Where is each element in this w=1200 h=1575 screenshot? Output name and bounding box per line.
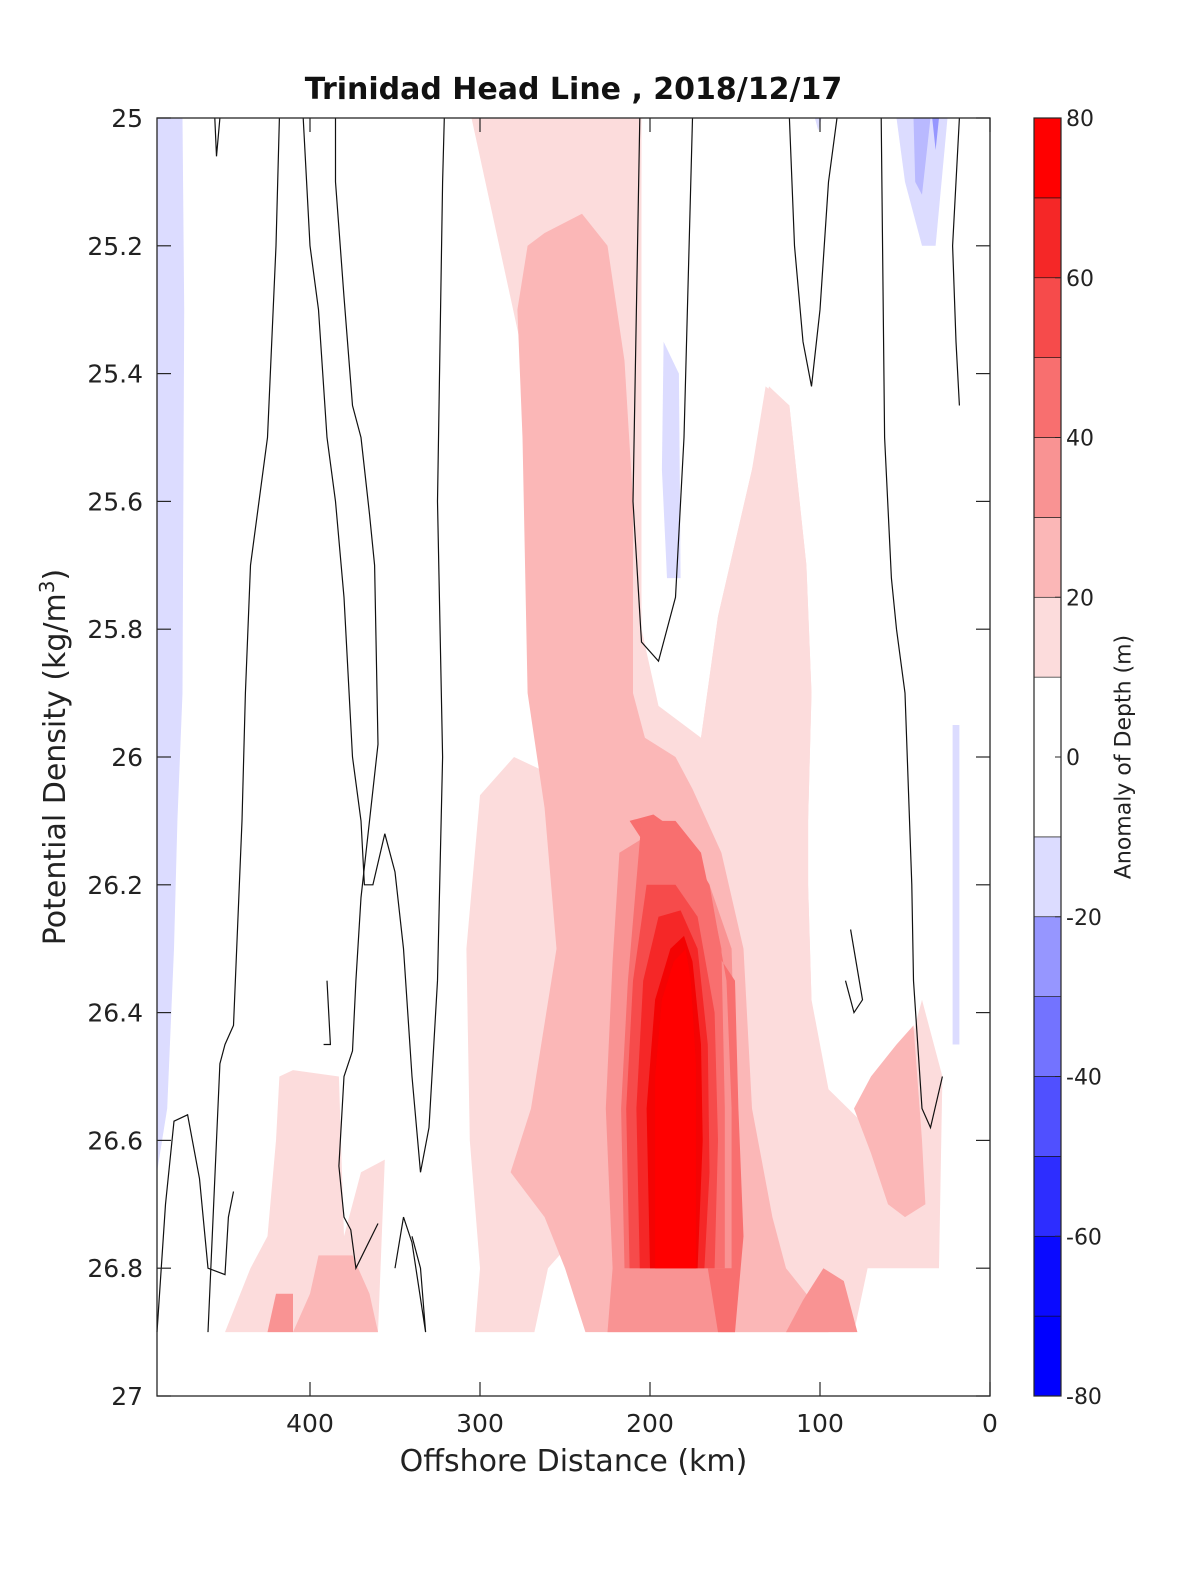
colorbar-tick-label: -20 (1066, 906, 1102, 931)
x-tick-label: 400 (286, 1409, 334, 1438)
colorbar-band (1033, 117, 1062, 199)
colorbar-band (1033, 1076, 1062, 1157)
pos-core-tongue (510, 213, 829, 1333)
colorbar: 80 60 40 20 0 -20 -40 -60 -80 (1033, 107, 1102, 1410)
y-tick-label: 26.2 (87, 871, 143, 900)
colorbar-band (1033, 197, 1062, 279)
neg-patch-top-right-2 (913, 118, 931, 195)
colorbar-tick-label: -60 (1066, 1225, 1102, 1250)
colorbar-tick-label: 0 (1066, 746, 1080, 771)
colorbar-band (1033, 1156, 1062, 1237)
colorbar-label: Anomaly of Depth (m) (1111, 634, 1137, 880)
zero-line-9 (788, 117, 838, 387)
colorbar-tick-label: 80 (1066, 107, 1094, 132)
colorbar-band (1033, 357, 1062, 438)
pos-lower-right (854, 1025, 926, 1218)
y-tick-label: 25.4 (87, 360, 143, 389)
x-tick-label: 0 (982, 1409, 998, 1438)
pos-core-max (655, 948, 696, 1269)
zero-line-8 (632, 117, 694, 663)
neg-patch-upper (661, 341, 681, 579)
x-tick-label: 100 (796, 1409, 844, 1438)
y-tick-label: 26.8 (87, 1254, 143, 1283)
y-tick-label: 25.8 (87, 615, 143, 644)
x-axis: 400 300 200 100 0 (286, 118, 998, 1438)
neg-patch-top-right-3 (932, 118, 939, 150)
y-tick-label: 25 (111, 104, 143, 133)
colorbar-band (1033, 517, 1062, 598)
colorbar-tick-label: 40 (1066, 427, 1094, 452)
chart-title: Trinidad Head Line , 2018/12/17 (304, 72, 843, 107)
colorbar-band (1033, 437, 1062, 518)
pos-br-patch (786, 1268, 858, 1333)
colorbar-band (1033, 916, 1062, 997)
zero-line-4 (302, 117, 445, 1173)
zero-line-11 (951, 117, 960, 406)
neg-edge-offshore (157, 118, 185, 1173)
zero-line-7 (394, 1216, 427, 1333)
y-tick-label: 26.4 (87, 999, 143, 1028)
pos-bottom-left (293, 1255, 378, 1333)
y-tick-label: 26.6 (87, 1126, 143, 1155)
neg-patch-top-mid (814, 118, 822, 131)
zero-line-12 (844, 929, 864, 1015)
neg-patch-right-low (952, 725, 960, 1045)
colorbar-band (1033, 1235, 1062, 1317)
y-axis: 25 25.2 25.4 25.6 25.8 26 26.2 26.4 26.6 26.8 27 (87, 104, 990, 1411)
colorbar-tick-label: 60 (1066, 267, 1094, 292)
zero-line-6 (323, 980, 332, 1046)
zero-contour-lines (156, 117, 960, 1333)
colorbar-band (1033, 836, 1062, 918)
pos-tongue-right (701, 386, 943, 1333)
x-tick-label: 200 (626, 1409, 674, 1438)
zero-line-2 (214, 117, 221, 157)
zero-line-1 (207, 117, 280, 1333)
zero-line-10 (880, 117, 943, 1130)
colorbar-tick-label: -40 (1066, 1066, 1102, 1091)
y-tick-label: 25.2 (87, 232, 143, 261)
colorbar-band (1033, 596, 1062, 678)
y-tick-label: 26 (111, 743, 143, 772)
x-tick-label: 300 (456, 1409, 504, 1438)
colorbar-band (1033, 1315, 1062, 1397)
pos-bl-patch (267, 1293, 293, 1333)
contour-fills (157, 118, 960, 1333)
colorbar-tick-label: -80 (1066, 1385, 1102, 1410)
colorbar-band (1033, 996, 1062, 1077)
zero-line-3 (156, 1113, 235, 1333)
x-axis-label: Offshore Distance (km) (399, 1444, 748, 1479)
y-axis-label: Potential Density (kg/m3) (35, 568, 73, 946)
colorbar-band (1033, 277, 1062, 358)
zero-line-5 (334, 118, 379, 1271)
y-tick-label: 25.6 (87, 487, 143, 516)
y-tick-label: 27 (111, 1382, 143, 1411)
colorbar-tick-label: 20 (1066, 586, 1094, 611)
